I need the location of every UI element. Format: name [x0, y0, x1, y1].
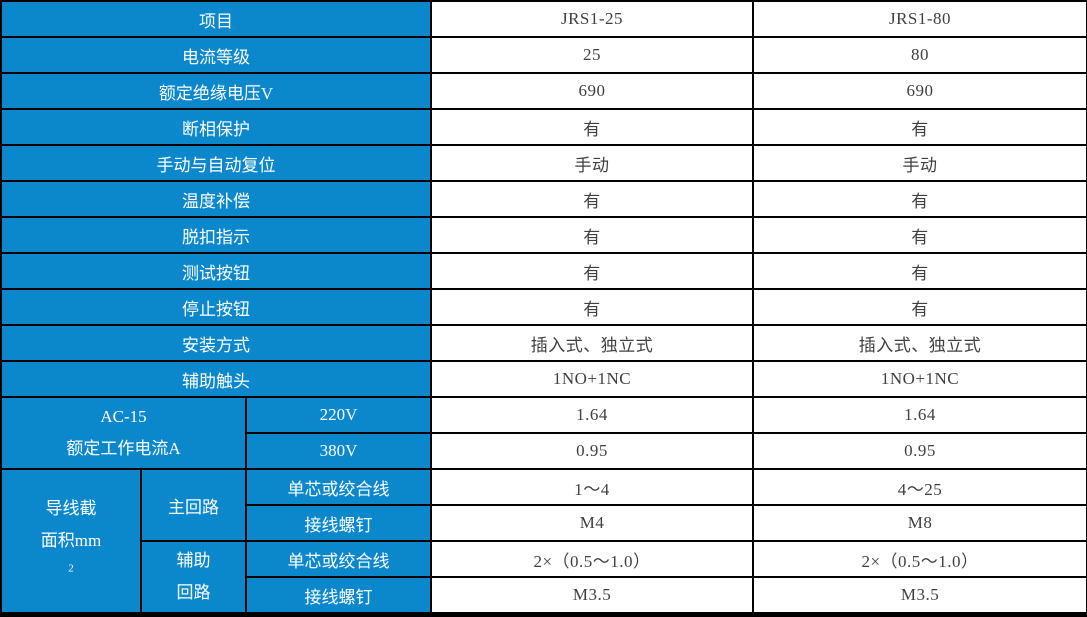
conductor-section-label: 导线截 面积mm 2 — [0, 468, 142, 616]
row-value: M3.5 — [430, 576, 755, 616]
table-row-main-circuit-screw: 接线螺钉 M4 M8 — [1, 504, 1087, 542]
row-label: 停止按钮 — [0, 288, 433, 326]
table-row-main-circuit-wire: 导线截 面积mm 2 主回路 单芯或绞合线 1～4 4～25 — [0, 468, 1087, 616]
conductor-sub-label: 接线螺钉 — [244, 504, 433, 542]
row-label: 温度补偿 — [0, 180, 433, 218]
aux-circuit-label: 辅助 回路 — [140, 540, 247, 616]
row-value: 有 — [430, 180, 755, 218]
row-label: 测试按钮 — [0, 252, 433, 290]
row-value: 1NO+1NC — [430, 360, 755, 398]
table-row-aux-circuit-wire: 辅助 回路 单芯或绞合线 2×（0.5～1.0） 2×（0.5～1.0） — [1, 540, 1087, 616]
row-value: 有 — [430, 252, 755, 290]
row-label: 脱扣指示 — [0, 216, 433, 254]
conductor-label-unit: 面积mm — [40, 530, 102, 550]
table-row-temperature-compensation: 温度补偿 有 有 — [0, 180, 1087, 218]
row-value: 插入式、独立式 — [752, 324, 1087, 362]
row-value: M4 — [430, 504, 755, 542]
row-value: M3.5 — [752, 576, 1087, 616]
row-value: 手动 — [430, 144, 755, 182]
table-row-aux-circuit-screw: 接线螺钉 M3.5 M3.5 — [1, 576, 1087, 616]
table-row-insulation-voltage: 额定绝缘电压V 690 690 — [0, 72, 1087, 110]
table-row-stop-button: 停止按钮 有 有 — [0, 288, 1087, 326]
row-value: 0.95 — [752, 432, 1087, 470]
row-value: 690 — [430, 72, 755, 110]
row-value: 有 — [752, 180, 1087, 218]
row-value: M8 — [752, 504, 1087, 542]
header-item-label: 项目 — [0, 0, 433, 38]
row-value: 有 — [752, 108, 1087, 146]
table-row-phase-failure-protection: 断相保护 有 有 — [0, 108, 1087, 146]
row-value: 有 — [752, 288, 1087, 326]
row-label: 辅助触头 — [0, 360, 433, 398]
row-value: 手动 — [752, 144, 1087, 182]
ac15-label-line1: AC-15 — [100, 406, 147, 426]
row-value: 2×（0.5～1.0） — [752, 540, 1087, 578]
row-value: 4～25 — [752, 468, 1087, 506]
table-row-mounting-type: 安装方式 插入式、独立式 插入式、独立式 — [0, 324, 1087, 362]
table-row-reset-mode: 手动与自动复位 手动 手动 — [0, 144, 1087, 182]
row-value: 2×（0.5～1.0） — [430, 540, 755, 578]
row-label: 电流等级 — [0, 36, 433, 74]
conductor-sub-label: 单芯或绞合线 — [244, 468, 433, 506]
table-row-current-rating: 电流等级 25 80 — [0, 36, 1087, 74]
table-row-auxiliary-contacts: 辅助触头 1NO+1NC 1NO+1NC — [0, 360, 1087, 398]
conductor-label-line2: 面积mm 2 — [4, 525, 138, 590]
row-value: 有 — [752, 216, 1087, 254]
table-row-ac15-220v: AC-15 额定工作电流A 220V 1.64 1.64 — [0, 396, 1087, 470]
row-value: 有 — [430, 216, 755, 254]
row-label: 额定绝缘电压V — [0, 72, 433, 110]
row-value: 690 — [752, 72, 1087, 110]
row-value: 有 — [430, 108, 755, 146]
conductor-sub-label: 单芯或绞合线 — [244, 540, 433, 578]
row-value: 0.95 — [430, 432, 755, 470]
table-row-header: 项目 JRS1-25 JRS1-80 — [0, 0, 1087, 38]
conductor-sub-label: 接线螺钉 — [244, 576, 433, 616]
row-value: 有 — [752, 252, 1087, 290]
ac15-section-label: AC-15 额定工作电流A — [0, 396, 247, 470]
ac15-sub-label: 380V — [244, 432, 433, 470]
row-value: 插入式、独立式 — [430, 324, 755, 362]
aux-circuit-label-line1: 辅助 — [176, 550, 211, 570]
row-value: 25 — [430, 36, 755, 74]
aux-circuit-label-line2: 回路 — [176, 583, 211, 602]
table-row-trip-indicator: 脱扣指示 有 有 — [0, 216, 1087, 254]
row-value: 80 — [752, 36, 1087, 74]
row-label: 安装方式 — [0, 324, 433, 362]
conductor-label-line1: 导线截 — [45, 498, 97, 518]
row-value: 1～4 — [430, 468, 755, 506]
ac15-sub-label: 220V — [244, 396, 433, 434]
row-value: 1NO+1NC — [752, 360, 1087, 398]
header-model-jrs1-25: JRS1-25 — [430, 0, 755, 38]
row-label: 手动与自动复位 — [0, 144, 433, 182]
row-value: 有 — [430, 288, 755, 326]
row-value: 1.64 — [430, 396, 755, 434]
table-row-test-button: 测试按钮 有 有 — [0, 252, 1087, 290]
main-circuit-label: 主回路 — [140, 468, 247, 542]
header-model-jrs1-80: JRS1-80 — [752, 0, 1087, 38]
row-label: 断相保护 — [0, 108, 433, 146]
ac15-label-line2: 额定工作电流A — [66, 439, 181, 458]
table-row-ac15-380v: 380V 0.95 0.95 — [1, 432, 1087, 470]
conductor-label-superscript: 2 — [68, 562, 74, 575]
row-value: 1.64 — [752, 396, 1087, 434]
